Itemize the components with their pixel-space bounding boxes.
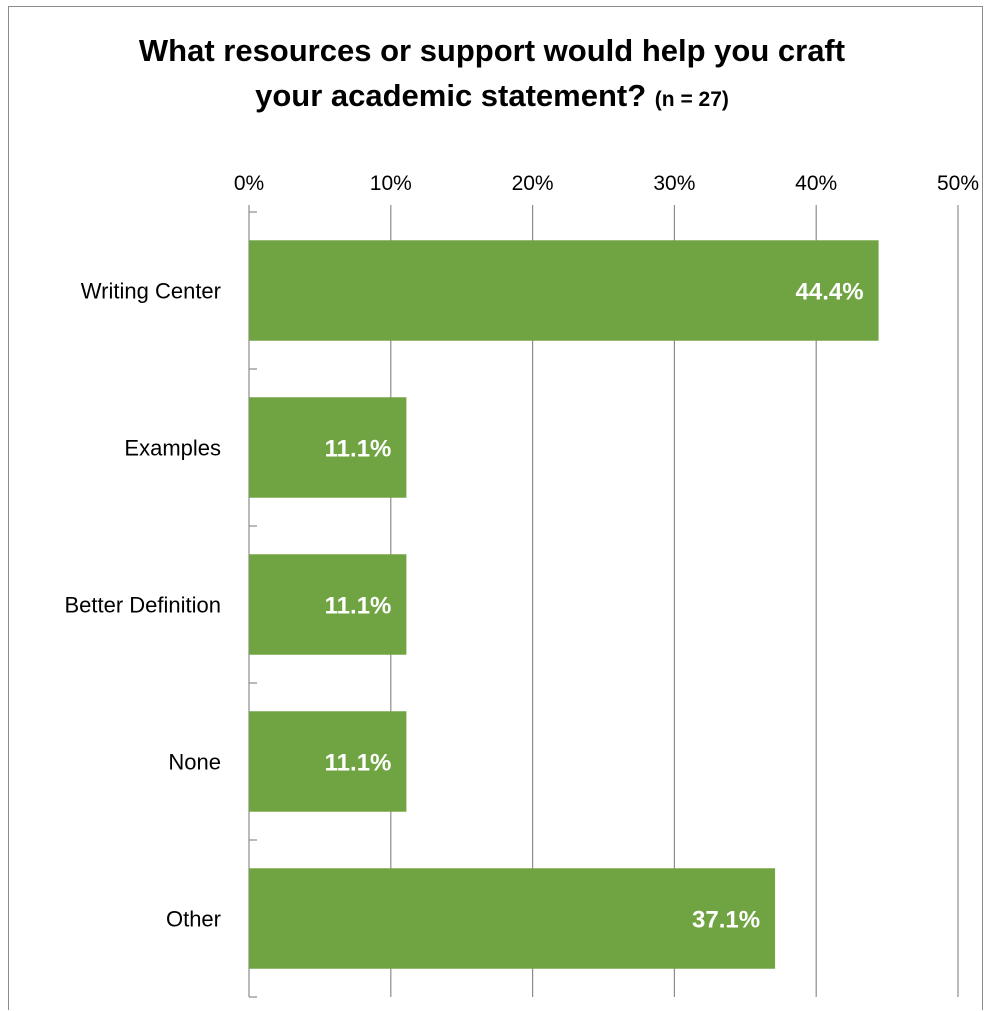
bar-better-definition: [249, 554, 407, 655]
data-label-examples: 11.1%: [325, 436, 392, 463]
tick-label-20: 20%: [512, 172, 554, 195]
bar-none: [249, 711, 407, 812]
data-label-writing-center: 44.4%: [796, 279, 864, 306]
bar-other: [249, 868, 776, 969]
category-labels: Writing Center Examples Better Definition N…: [64, 279, 221, 932]
tick-label-30: 30%: [653, 172, 695, 195]
bar-examples: [249, 397, 407, 498]
chart-title: What resources or support would help you…: [0, 28, 984, 122]
category-label-other: Other: [166, 907, 221, 932]
bar-writing-center: [249, 240, 879, 341]
data-label-better-definition: 11.1%: [325, 593, 392, 620]
data-labels: 44.4% 11.1% 11.1% 11.1% 37.1%: [325, 279, 864, 934]
data-label-other: 37.1%: [692, 907, 760, 934]
tick-label-0: 0%: [234, 172, 264, 195]
bars: [249, 240, 879, 969]
tick-label-40: 40%: [795, 172, 837, 195]
data-label-none: 11.1%: [325, 750, 392, 777]
chart-title-line2: your academic statement? (n = 27): [0, 73, 984, 122]
tick-label-10: 10%: [370, 172, 412, 195]
category-label-better-definition: Better Definition: [64, 593, 221, 618]
chart-subtitle: (n = 27): [654, 88, 729, 111]
tick-label-50: 50%: [937, 172, 979, 195]
chart-frame: [8, 6, 983, 1010]
chart-title-line2-text: your academic statement?: [255, 78, 647, 113]
x-axis-ticks: 0% 10% 20% 30% 40% 50%: [234, 172, 979, 195]
category-label-none: None: [168, 750, 221, 775]
category-label-examples: Examples: [124, 436, 221, 461]
category-label-writing-center: Writing Center: [81, 279, 221, 304]
chart-title-line1: What resources or support would help you…: [138, 33, 846, 68]
